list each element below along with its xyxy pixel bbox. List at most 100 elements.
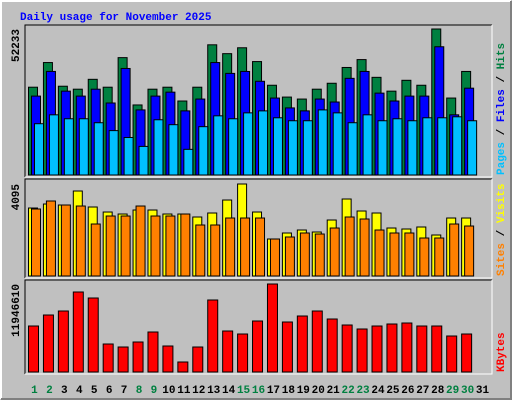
bar (296, 315, 308, 373)
x-tick-label: 9 (151, 385, 158, 397)
bar (117, 346, 129, 373)
bar (63, 118, 74, 176)
x-tick-label: 25 (386, 385, 400, 397)
x-tick-label: 3 (61, 385, 68, 397)
bar (446, 335, 458, 373)
bar (93, 122, 104, 176)
bar (437, 117, 448, 176)
bar (180, 213, 191, 277)
bar (192, 346, 204, 373)
bar (258, 110, 269, 176)
bar (78, 118, 89, 176)
legend-entry: Hits (496, 43, 508, 69)
bar (34, 123, 44, 176)
bar (467, 120, 478, 176)
bar (362, 114, 373, 176)
bar (207, 299, 219, 373)
bar (269, 238, 280, 277)
bar (255, 217, 266, 277)
bar (57, 310, 69, 373)
x-tick-label: 1 (31, 385, 38, 397)
x-tick-label: 20 (312, 385, 325, 397)
bar (434, 237, 445, 277)
bar (28, 325, 39, 373)
y-tick-label: 4095 (11, 184, 23, 211)
bar (281, 321, 293, 373)
bar (90, 223, 101, 277)
x-tick-label: 7 (121, 385, 128, 397)
x-tick-label: 17 (267, 385, 280, 397)
bar (272, 117, 283, 176)
bar (120, 215, 131, 277)
bar (356, 328, 368, 373)
bar (299, 232, 310, 277)
bar (237, 333, 249, 373)
x-tick-label: 30 (461, 385, 474, 397)
bar (123, 137, 134, 176)
plot-bevel-light (25, 280, 493, 375)
bar (284, 236, 295, 277)
bar (228, 118, 239, 176)
bar (344, 216, 355, 277)
bar (359, 218, 370, 277)
x-tick-label: 11 (177, 385, 191, 397)
bar (243, 112, 254, 176)
x-tick-label: 16 (252, 385, 265, 397)
bar (225, 217, 236, 277)
bar (210, 224, 221, 277)
x-tick-label: 24 (371, 385, 385, 397)
bar (371, 325, 383, 373)
bar (147, 331, 159, 373)
x-tick-label: 12 (192, 385, 205, 397)
x-tick-label: 21 (327, 385, 341, 397)
x-tick-label: 22 (342, 385, 355, 397)
y-tick-label: 11946610 (11, 284, 23, 337)
bar (401, 322, 413, 373)
x-tick-label: 2 (46, 385, 53, 397)
legend-separator: / (496, 69, 508, 89)
bar (329, 227, 340, 277)
x-tick-label: 26 (401, 385, 414, 397)
bar (416, 325, 428, 373)
bar (374, 229, 385, 277)
bar (422, 117, 433, 176)
bar (377, 120, 388, 176)
legend: Sites / Visits (496, 184, 508, 276)
bar (60, 204, 71, 277)
bar (132, 341, 144, 373)
x-tick-label: 29 (446, 385, 459, 397)
x-tick-label: 31 (476, 385, 490, 397)
bar (213, 115, 224, 176)
bar (87, 297, 99, 373)
bar (392, 118, 403, 176)
bar (48, 114, 59, 176)
bar (108, 130, 119, 176)
plot-bevel-dark (24, 279, 492, 374)
bar (464, 225, 475, 277)
bar (138, 145, 149, 176)
x-tick-label: 5 (91, 385, 98, 397)
x-tick-label: 10 (162, 385, 175, 397)
bar (332, 112, 343, 176)
y-tick-label: 52233 (11, 29, 23, 62)
legend-entry: KBytes (496, 332, 508, 372)
legend-entry: Visits (496, 184, 508, 224)
bar (195, 224, 206, 277)
legend-separator: / (496, 223, 508, 243)
bar (198, 126, 209, 176)
bar (42, 314, 54, 373)
plot-bevel-dark (24, 178, 492, 278)
x-tick-label: 8 (136, 385, 143, 397)
bar (266, 283, 278, 373)
bar (165, 215, 176, 277)
plot-bevel-light (25, 25, 493, 178)
legend: KBytes (496, 332, 508, 372)
bar (452, 116, 463, 176)
x-tick-label: 4 (76, 385, 83, 397)
bar (183, 148, 194, 176)
bar (311, 310, 323, 373)
bar (72, 291, 84, 373)
bar (431, 325, 443, 373)
